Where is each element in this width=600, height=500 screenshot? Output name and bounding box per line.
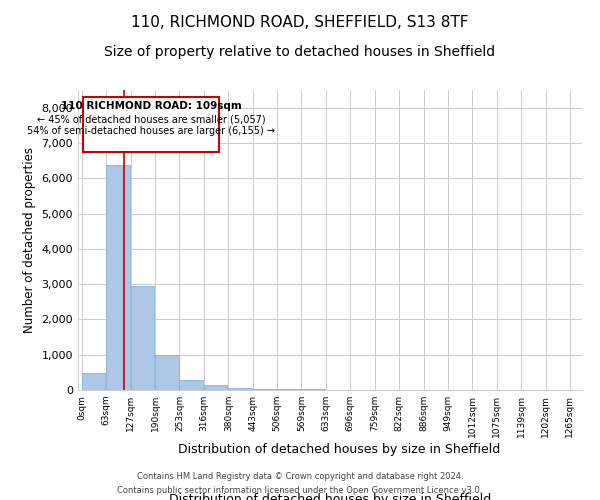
Bar xyxy=(277,389,301,390)
Bar xyxy=(155,356,179,390)
Text: 110 RICHMOND ROAD: 109sqm: 110 RICHMOND ROAD: 109sqm xyxy=(61,102,241,112)
Bar xyxy=(179,380,203,390)
Text: 110, RICHMOND ROAD, SHEFFIELD, S13 8TF: 110, RICHMOND ROAD, SHEFFIELD, S13 8TF xyxy=(131,15,469,30)
Text: Contains HM Land Registry data © Crown copyright and database right 2024.: Contains HM Land Registry data © Crown c… xyxy=(137,472,463,481)
Bar xyxy=(204,386,227,390)
Bar xyxy=(131,286,154,390)
Text: Distribution of detached houses by size in Sheffield: Distribution of detached houses by size … xyxy=(178,442,500,456)
Bar xyxy=(82,373,106,390)
Text: 54% of semi-detached houses are larger (6,155) →: 54% of semi-detached houses are larger (… xyxy=(27,126,275,136)
Bar xyxy=(229,388,252,390)
Bar xyxy=(253,388,277,390)
Text: Contains public sector information licensed under the Open Government Licence v3: Contains public sector information licen… xyxy=(118,486,482,495)
Y-axis label: Number of detached properties: Number of detached properties xyxy=(23,147,36,333)
FancyBboxPatch shape xyxy=(83,97,219,152)
Text: ← 45% of detached houses are smaller (5,057): ← 45% of detached houses are smaller (5,… xyxy=(37,114,265,124)
X-axis label: Distribution of detached houses by size in Sheffield: Distribution of detached houses by size … xyxy=(169,492,491,500)
Bar xyxy=(106,165,130,390)
Text: Size of property relative to detached houses in Sheffield: Size of property relative to detached ho… xyxy=(104,45,496,59)
